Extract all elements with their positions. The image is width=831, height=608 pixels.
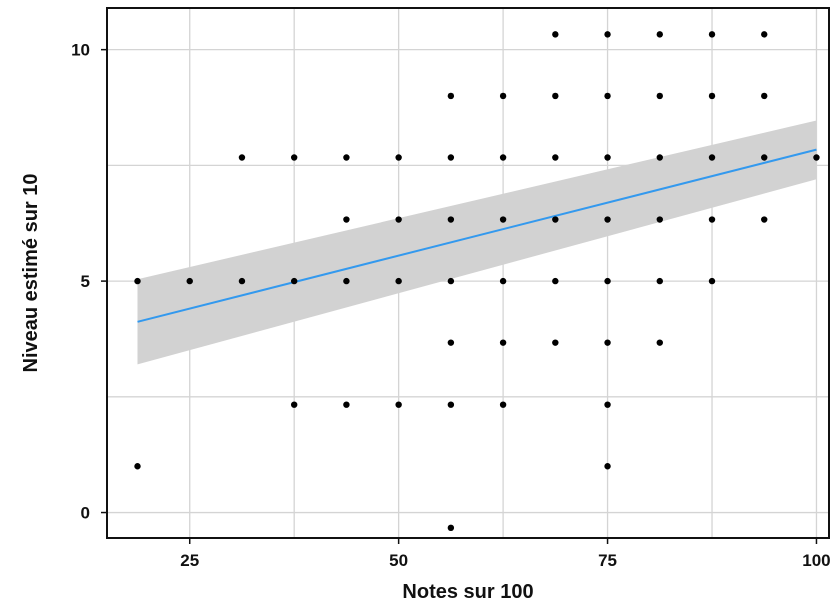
x-tick-label: 100 [802, 551, 830, 570]
data-point [395, 277, 402, 285]
data-point [343, 216, 350, 223]
data-point [499, 216, 507, 223]
data-point [552, 154, 559, 161]
data-point [656, 31, 663, 38]
data-point [708, 154, 716, 161]
data-point [708, 31, 716, 38]
data-point [708, 277, 716, 285]
y-axis-title: Niveau estimé sur 10 [20, 174, 42, 373]
x-tick-label: 75 [598, 551, 617, 570]
confidence-band [137, 120, 817, 365]
data-point [499, 277, 507, 285]
y-tick-label: 0 [81, 504, 90, 523]
data-point [708, 92, 716, 100]
regression-line [137, 148, 817, 323]
data-point [761, 154, 768, 161]
data-point [395, 216, 402, 223]
regression-line-group [137, 148, 817, 323]
data-point [604, 463, 611, 470]
data-point [604, 92, 611, 100]
data-point [395, 401, 402, 408]
data-point [447, 524, 455, 532]
data-point [656, 92, 663, 100]
data-point [447, 154, 455, 161]
data-point [604, 277, 611, 285]
data-point [552, 339, 559, 346]
data-point [761, 92, 768, 100]
x-axis-title: Notes sur 100 [402, 581, 533, 603]
data-point [656, 154, 663, 161]
data-point [499, 339, 507, 346]
data-point [447, 401, 455, 408]
data-point [656, 216, 663, 223]
data-point [604, 216, 611, 223]
data-points [134, 31, 820, 532]
data-point [290, 154, 298, 161]
data-point [761, 31, 768, 38]
data-point [134, 463, 141, 470]
data-point [604, 31, 611, 38]
data-point [656, 339, 663, 346]
data-point [395, 154, 402, 161]
data-point [604, 401, 611, 408]
data-point [552, 31, 559, 38]
data-point [708, 216, 716, 223]
confidence-band-group [137, 120, 817, 365]
data-point [290, 401, 298, 408]
x-axis-ticks: 25 50 75 100 [180, 538, 831, 570]
data-point [813, 154, 820, 161]
data-point [447, 92, 455, 100]
data-point [761, 216, 768, 223]
data-point [552, 277, 559, 285]
y-tick-label: 5 [81, 272, 90, 291]
data-point [447, 339, 455, 346]
data-point [499, 401, 507, 408]
data-point [343, 277, 350, 285]
data-point [343, 401, 350, 408]
data-point [499, 92, 507, 100]
data-point [552, 216, 559, 223]
x-tick-label: 50 [389, 551, 408, 570]
data-point [552, 92, 559, 100]
data-point [238, 277, 246, 285]
data-point [499, 154, 507, 161]
data-point [447, 216, 455, 223]
data-point [604, 154, 611, 161]
data-point [447, 277, 455, 285]
x-tick-label: 25 [180, 551, 199, 570]
data-point [656, 277, 663, 285]
y-tick-label: 10 [71, 41, 90, 60]
data-point [134, 277, 141, 285]
data-point [290, 277, 298, 285]
data-point [238, 154, 246, 161]
data-point [604, 339, 611, 346]
data-point [343, 154, 350, 161]
plot-frame [106, 7, 830, 539]
y-axis-ticks: 0 5 10 [71, 41, 107, 523]
data-point [186, 277, 193, 285]
